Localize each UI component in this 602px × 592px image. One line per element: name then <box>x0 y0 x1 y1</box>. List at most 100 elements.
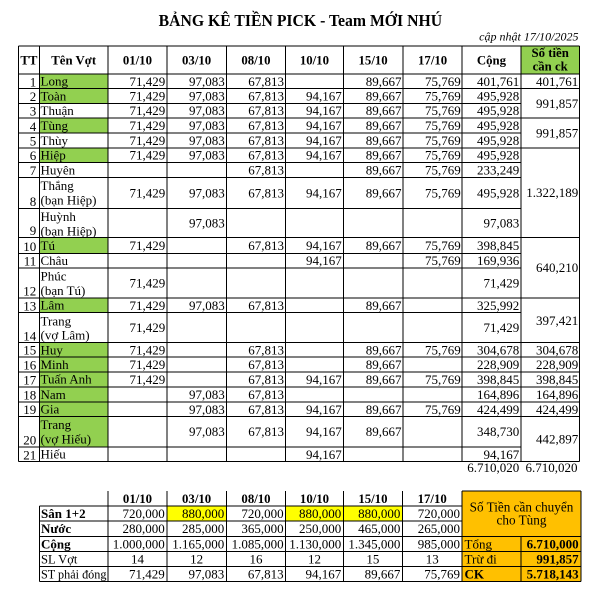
svg-text:67,813: 67,813 <box>248 567 284 582</box>
svg-text:495,928: 495,928 <box>477 148 519 163</box>
svg-text:01/10: 01/10 <box>123 492 152 506</box>
svg-text:97,083: 97,083 <box>189 185 225 200</box>
svg-text:89,667: 89,667 <box>366 372 402 387</box>
svg-text:75,769: 75,769 <box>425 103 461 118</box>
svg-text:71,429: 71,429 <box>483 275 519 290</box>
svg-text:97,083: 97,083 <box>189 387 225 402</box>
svg-text:94,167: 94,167 <box>306 567 342 582</box>
svg-text:164,896: 164,896 <box>536 387 579 402</box>
svg-text:16: 16 <box>23 357 37 372</box>
svg-text:67,813: 67,813 <box>248 357 284 372</box>
svg-text:Tùng: Tùng <box>41 118 69 133</box>
svg-text:Nước: Nước <box>41 521 71 536</box>
svg-text:94,167: 94,167 <box>306 402 342 417</box>
svg-text:1.165,000: 1.165,000 <box>172 537 224 552</box>
svg-text:89,667: 89,667 <box>366 162 402 177</box>
svg-text:Toàn: Toàn <box>41 88 67 103</box>
svg-text:398,845: 398,845 <box>477 238 519 253</box>
svg-text:9: 9 <box>30 223 37 238</box>
svg-text:89,667: 89,667 <box>366 89 402 104</box>
svg-text:75,769: 75,769 <box>424 567 460 582</box>
svg-text:Huyên: Huyên <box>41 162 76 177</box>
svg-text:1: 1 <box>30 74 37 89</box>
svg-text:89,667: 89,667 <box>366 238 402 253</box>
svg-text:89,667: 89,667 <box>366 148 402 163</box>
svg-text:Cộng: Cộng <box>41 537 71 552</box>
svg-text:75,769: 75,769 <box>425 162 461 177</box>
svg-text:75,769: 75,769 <box>425 133 461 148</box>
svg-text:Huỳnh: Huỳnh <box>41 209 77 224</box>
svg-text:17/10: 17/10 <box>418 492 447 506</box>
svg-text:12: 12 <box>190 552 203 567</box>
svg-text:71,429: 71,429 <box>130 89 166 104</box>
svg-text:94,167: 94,167 <box>306 148 342 163</box>
svg-text:71,429: 71,429 <box>130 275 166 290</box>
svg-text:5.718,143: 5.718,143 <box>527 567 580 582</box>
svg-text:94,167: 94,167 <box>306 89 342 104</box>
svg-text:BẢNG KÊ TIỀN PICK - Team MỚI N: BẢNG KÊ TIỀN PICK - Team MỚI NHÚ <box>159 11 443 30</box>
svg-text:67,813: 67,813 <box>248 185 284 200</box>
svg-text:6.710,020: 6.710,020 <box>526 460 578 475</box>
svg-text:20: 20 <box>23 432 36 447</box>
svg-text:08/10: 08/10 <box>241 492 270 506</box>
svg-text:1.085,000: 1.085,000 <box>232 537 284 552</box>
svg-text:71,429: 71,429 <box>130 298 166 313</box>
svg-text:495,928: 495,928 <box>477 185 519 200</box>
svg-text:CK: CK <box>465 567 485 582</box>
svg-text:97,083: 97,083 <box>189 148 225 163</box>
svg-text:75,769: 75,769 <box>425 148 461 163</box>
svg-text:18: 18 <box>23 388 36 403</box>
svg-text:495,928: 495,928 <box>477 103 519 118</box>
svg-text:71,429: 71,429 <box>130 342 166 357</box>
svg-text:Tú: Tú <box>41 238 56 253</box>
svg-text:89,667: 89,667 <box>366 402 402 417</box>
svg-text:Thuận: Thuận <box>41 103 75 118</box>
svg-text:97,083: 97,083 <box>189 133 225 148</box>
svg-text:Gia: Gia <box>41 402 60 417</box>
svg-text:Trang: Trang <box>41 313 72 328</box>
svg-text:991,857: 991,857 <box>536 552 579 567</box>
svg-text:985,000: 985,000 <box>418 537 460 552</box>
svg-text:SL Vợt: SL Vợt <box>41 553 78 567</box>
svg-text:75,769: 75,769 <box>425 342 461 357</box>
svg-text:75,769: 75,769 <box>425 118 461 133</box>
svg-text:97,083: 97,083 <box>189 74 225 89</box>
svg-text:15/10: 15/10 <box>359 54 388 68</box>
svg-text:Cộng: Cộng <box>477 54 507 68</box>
svg-text:(bạn Tú): (bạn Tú) <box>41 283 86 298</box>
svg-text:97,083: 97,083 <box>189 118 225 133</box>
svg-text:21: 21 <box>23 447 36 462</box>
svg-text:495,928: 495,928 <box>477 118 519 133</box>
svg-text:94,167: 94,167 <box>306 372 342 387</box>
svg-text:Hiệp: Hiệp <box>41 148 66 163</box>
svg-text:94,167: 94,167 <box>306 447 342 462</box>
svg-text:75,769: 75,769 <box>425 372 461 387</box>
svg-text:Phúc: Phúc <box>41 269 67 284</box>
svg-text:8: 8 <box>30 194 37 209</box>
svg-text:94,167: 94,167 <box>306 238 342 253</box>
svg-text:94,167: 94,167 <box>306 118 342 133</box>
svg-text:14: 14 <box>131 552 145 567</box>
svg-text:cần ck: cần ck <box>533 59 569 73</box>
svg-text:2: 2 <box>30 89 37 104</box>
svg-text:13: 13 <box>23 298 36 313</box>
svg-text:71,429: 71,429 <box>130 133 166 148</box>
svg-text:71,429: 71,429 <box>130 372 166 387</box>
svg-text:401,761: 401,761 <box>477 74 519 89</box>
svg-text:991,857: 991,857 <box>536 96 579 111</box>
svg-text:89,667: 89,667 <box>366 342 402 357</box>
svg-text:89,667: 89,667 <box>366 185 402 200</box>
svg-text:Tên Vợt: Tên Vợt <box>51 54 97 68</box>
svg-text:495,928: 495,928 <box>477 89 519 104</box>
svg-text:397,421: 397,421 <box>536 313 578 328</box>
svg-text:Sân 1+2: Sân 1+2 <box>41 506 86 521</box>
svg-text:Tổng: Tổng <box>465 537 493 552</box>
svg-text:67,813: 67,813 <box>248 402 284 417</box>
svg-text:6.710,020: 6.710,020 <box>467 460 519 475</box>
svg-text:67,813: 67,813 <box>248 118 284 133</box>
svg-text:67,813: 67,813 <box>248 148 284 163</box>
svg-text:71,429: 71,429 <box>130 320 166 335</box>
svg-text:465,000: 465,000 <box>358 521 400 536</box>
svg-text:3: 3 <box>30 104 37 119</box>
svg-text:Long: Long <box>41 74 69 89</box>
